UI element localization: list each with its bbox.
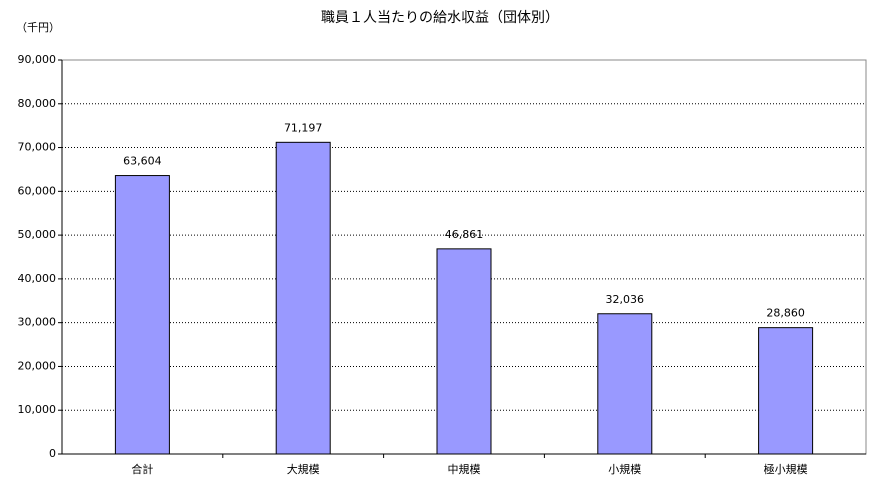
- x-tick-label: 合計: [131, 462, 153, 476]
- y-tick-label: 80,000: [18, 97, 57, 110]
- chart-title: 職員１人当たりの給水収益（団体別）: [321, 10, 559, 26]
- bar: [597, 313, 653, 455]
- value-label: 71,197: [284, 121, 323, 134]
- value-label: 32,036: [606, 293, 645, 306]
- y-tick-label: 10,000: [18, 403, 57, 416]
- x-tick-label: 小規模: [608, 462, 641, 476]
- x-tick-label: 中規模: [448, 462, 481, 476]
- x-tick-label: 大規模: [287, 462, 320, 476]
- y-tick-label: 30,000: [18, 316, 57, 329]
- y-axis-unit: （千円）: [16, 21, 60, 34]
- x-tick-label: 極小規模: [764, 462, 808, 476]
- y-tick-label: 90,000: [18, 53, 57, 66]
- y-tick-label: 50,000: [18, 228, 57, 241]
- y-tick-label: 60,000: [18, 184, 57, 197]
- value-label: 28,860: [766, 307, 805, 320]
- y-tick-label: 40,000: [18, 272, 57, 285]
- y-tick-label: 0: [49, 447, 56, 460]
- y-tick-label: 70,000: [18, 141, 57, 154]
- y-tick-label: 20,000: [18, 359, 57, 372]
- value-label: 46,861: [445, 228, 484, 241]
- bar: [436, 248, 492, 455]
- value-label: 63,604: [123, 155, 162, 168]
- bar: [758, 327, 814, 455]
- bar: [275, 141, 331, 455]
- bar: [114, 175, 170, 455]
